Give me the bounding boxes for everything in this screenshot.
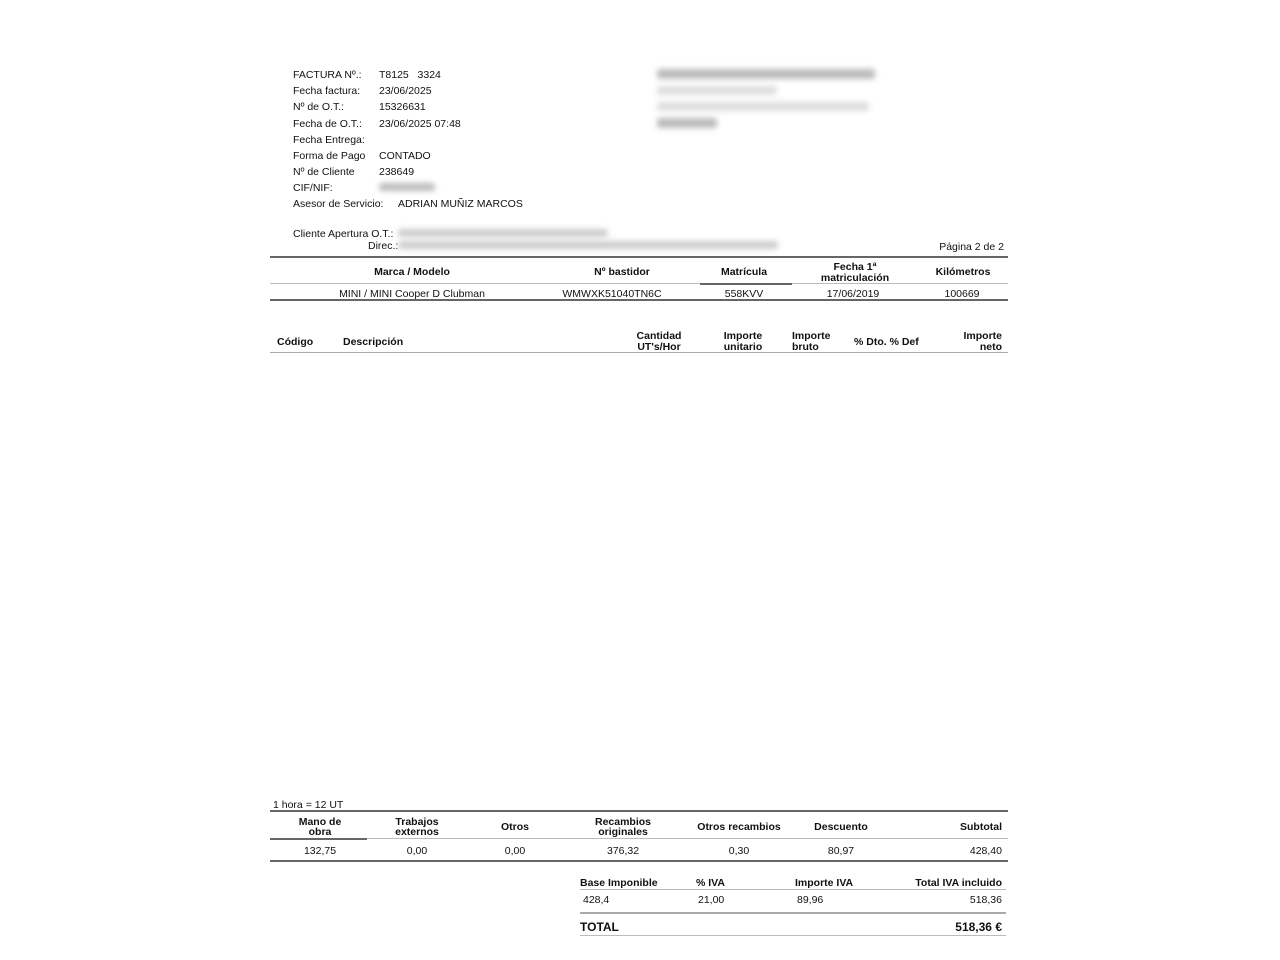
vehicle-model: MINI / MINI Cooper D Clubman [339,288,485,300]
col-header: Marca / Modelo [374,266,450,278]
field-label: Forma de Pago [293,150,366,162]
tax-rate: 21,00 [698,894,725,906]
address-label: Direc.: [368,240,399,252]
field-value: 23/06/2025 [379,85,432,98]
field-label: Nº de Cliente [293,166,355,179]
field-value: 23/06/2025 07:48 [379,117,461,130]
total-value: 518,36 € [955,920,1002,934]
summary-header: Otros recambios [697,821,781,833]
field-value: T8125 3324 [379,69,441,81]
summary-header: Recambios [594,816,652,828]
vehicle-reg-date: 17/06/2019 [826,288,880,300]
vehicle-vin: WMWXK51040TN6C [562,288,662,300]
redacted-recipient [657,69,875,79]
field-label: Nº de O.T.: [293,101,345,114]
field-label: Fecha factura: [293,85,361,98]
redacted-address [398,241,778,249]
col-header: unitario [723,341,763,353]
summary-value: 132,75 [303,845,337,857]
tax-header: Importe IVA [795,877,854,889]
redacted-recipient [657,102,869,111]
summary-header: Descuento [814,821,868,833]
col-header: neto [979,341,1002,353]
col-header: Fecha 1ª [833,261,877,273]
col-header: Código [277,336,314,348]
summary-value: 80,97 [827,845,855,857]
field-value: 238649 [379,166,415,179]
summary-header: Mano de [298,816,342,828]
summary-header: originales [598,826,648,838]
field-value: 15326631 [379,101,426,114]
redacted-recipient [657,118,717,128]
total-label: TOTAL [580,920,619,934]
summary-value: 428,40 [969,845,1002,857]
advisor-label: Asesor de Servicio: [293,198,384,210]
col-header: matriculación [820,272,890,284]
redacted-client [398,229,608,237]
summary-value: 0,00 [406,845,428,857]
col-header: % Dto. % Def [854,336,919,348]
tax-amount: 89,96 [797,894,824,906]
field-label: CIF/NIF: [293,182,333,195]
col-header: Importe [792,330,831,342]
summary-header: Trabajos [395,816,439,828]
summary-value: 0,00 [504,845,526,857]
col-header: UT's/Hor [637,341,681,353]
col-header: bruto [792,341,819,353]
col-header: Cantidad [636,330,682,342]
col-header: Nº bastidor [594,266,650,278]
redacted-cif [379,183,435,191]
tax-total: 518,36 [969,894,1002,906]
col-header: Descripción [343,336,404,348]
tax-header: Base Imponible [580,877,658,889]
tax-header: Total IVA incluido [915,877,1002,889]
vehicle-plate: 558KVV [724,288,764,300]
field-label: Fecha de O.T.: [293,117,362,130]
col-header: Kilómetros [935,266,991,278]
tax-base: 428,4 [583,894,610,906]
summary-header: obra [308,826,332,838]
summary-header: externos [395,826,439,838]
page-number: Página 2 de 2 [939,241,1004,253]
col-header: Matrícula [720,266,768,278]
summary-header: Subtotal [960,821,1002,833]
field-label: Fecha Entrega: [293,133,365,146]
summary-value: 376,32 [606,845,640,857]
redacted-recipient [657,86,777,95]
col-header: Importe [723,330,763,342]
client-label: Cliente Apertura O.T.: [293,228,394,240]
vehicle-km: 100669 [944,288,980,300]
summary-value: 0,30 [728,845,750,857]
advisor-value: ADRIAN MUÑIZ MARCOS [398,198,523,210]
summary-header: Otros [500,821,530,833]
col-header: Importe [963,330,1002,342]
tax-header: % IVA [696,877,725,889]
hour-note: 1 hora = 12 UT [273,799,344,811]
field-label: FACTURA Nº.: [293,69,362,81]
field-value: CONTADO [379,150,431,162]
